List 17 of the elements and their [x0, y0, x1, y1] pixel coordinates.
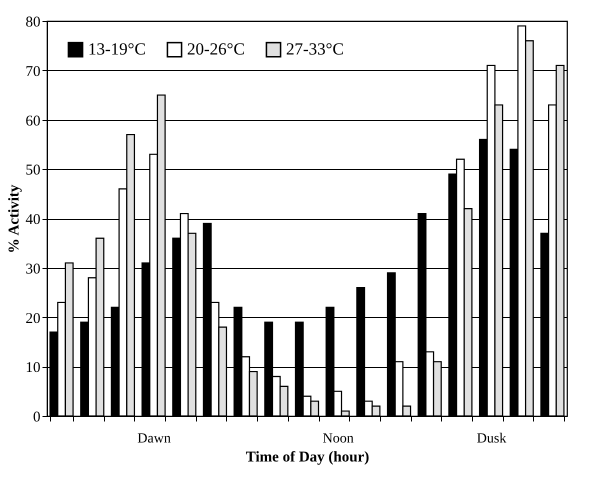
x-axis-title: Time of Day (hour): [246, 450, 370, 466]
legend-label: 13-19°C: [88, 40, 146, 59]
y-tick-label: 70: [26, 64, 40, 80]
y-tick-label: 0: [33, 410, 40, 426]
y-tick-label: 80: [26, 14, 40, 30]
x-tick-label: Dusk: [476, 432, 506, 446]
y-tick-label: 40: [26, 212, 40, 228]
x-tick-label: Dawn: [137, 432, 171, 446]
x-tick-label: Noon: [322, 432, 354, 446]
y-tick-label: 30: [26, 261, 40, 278]
legend-label: 20-26°C: [187, 40, 245, 59]
y-tick-label: 50: [26, 162, 40, 179]
y-tick-label: 60: [26, 113, 40, 130]
y-axis-title: % Activity: [6, 184, 22, 254]
y-tick-label: 20: [26, 310, 40, 327]
legend-label: 27-33°C: [286, 40, 344, 59]
y-tick-label: 10: [26, 360, 40, 376]
